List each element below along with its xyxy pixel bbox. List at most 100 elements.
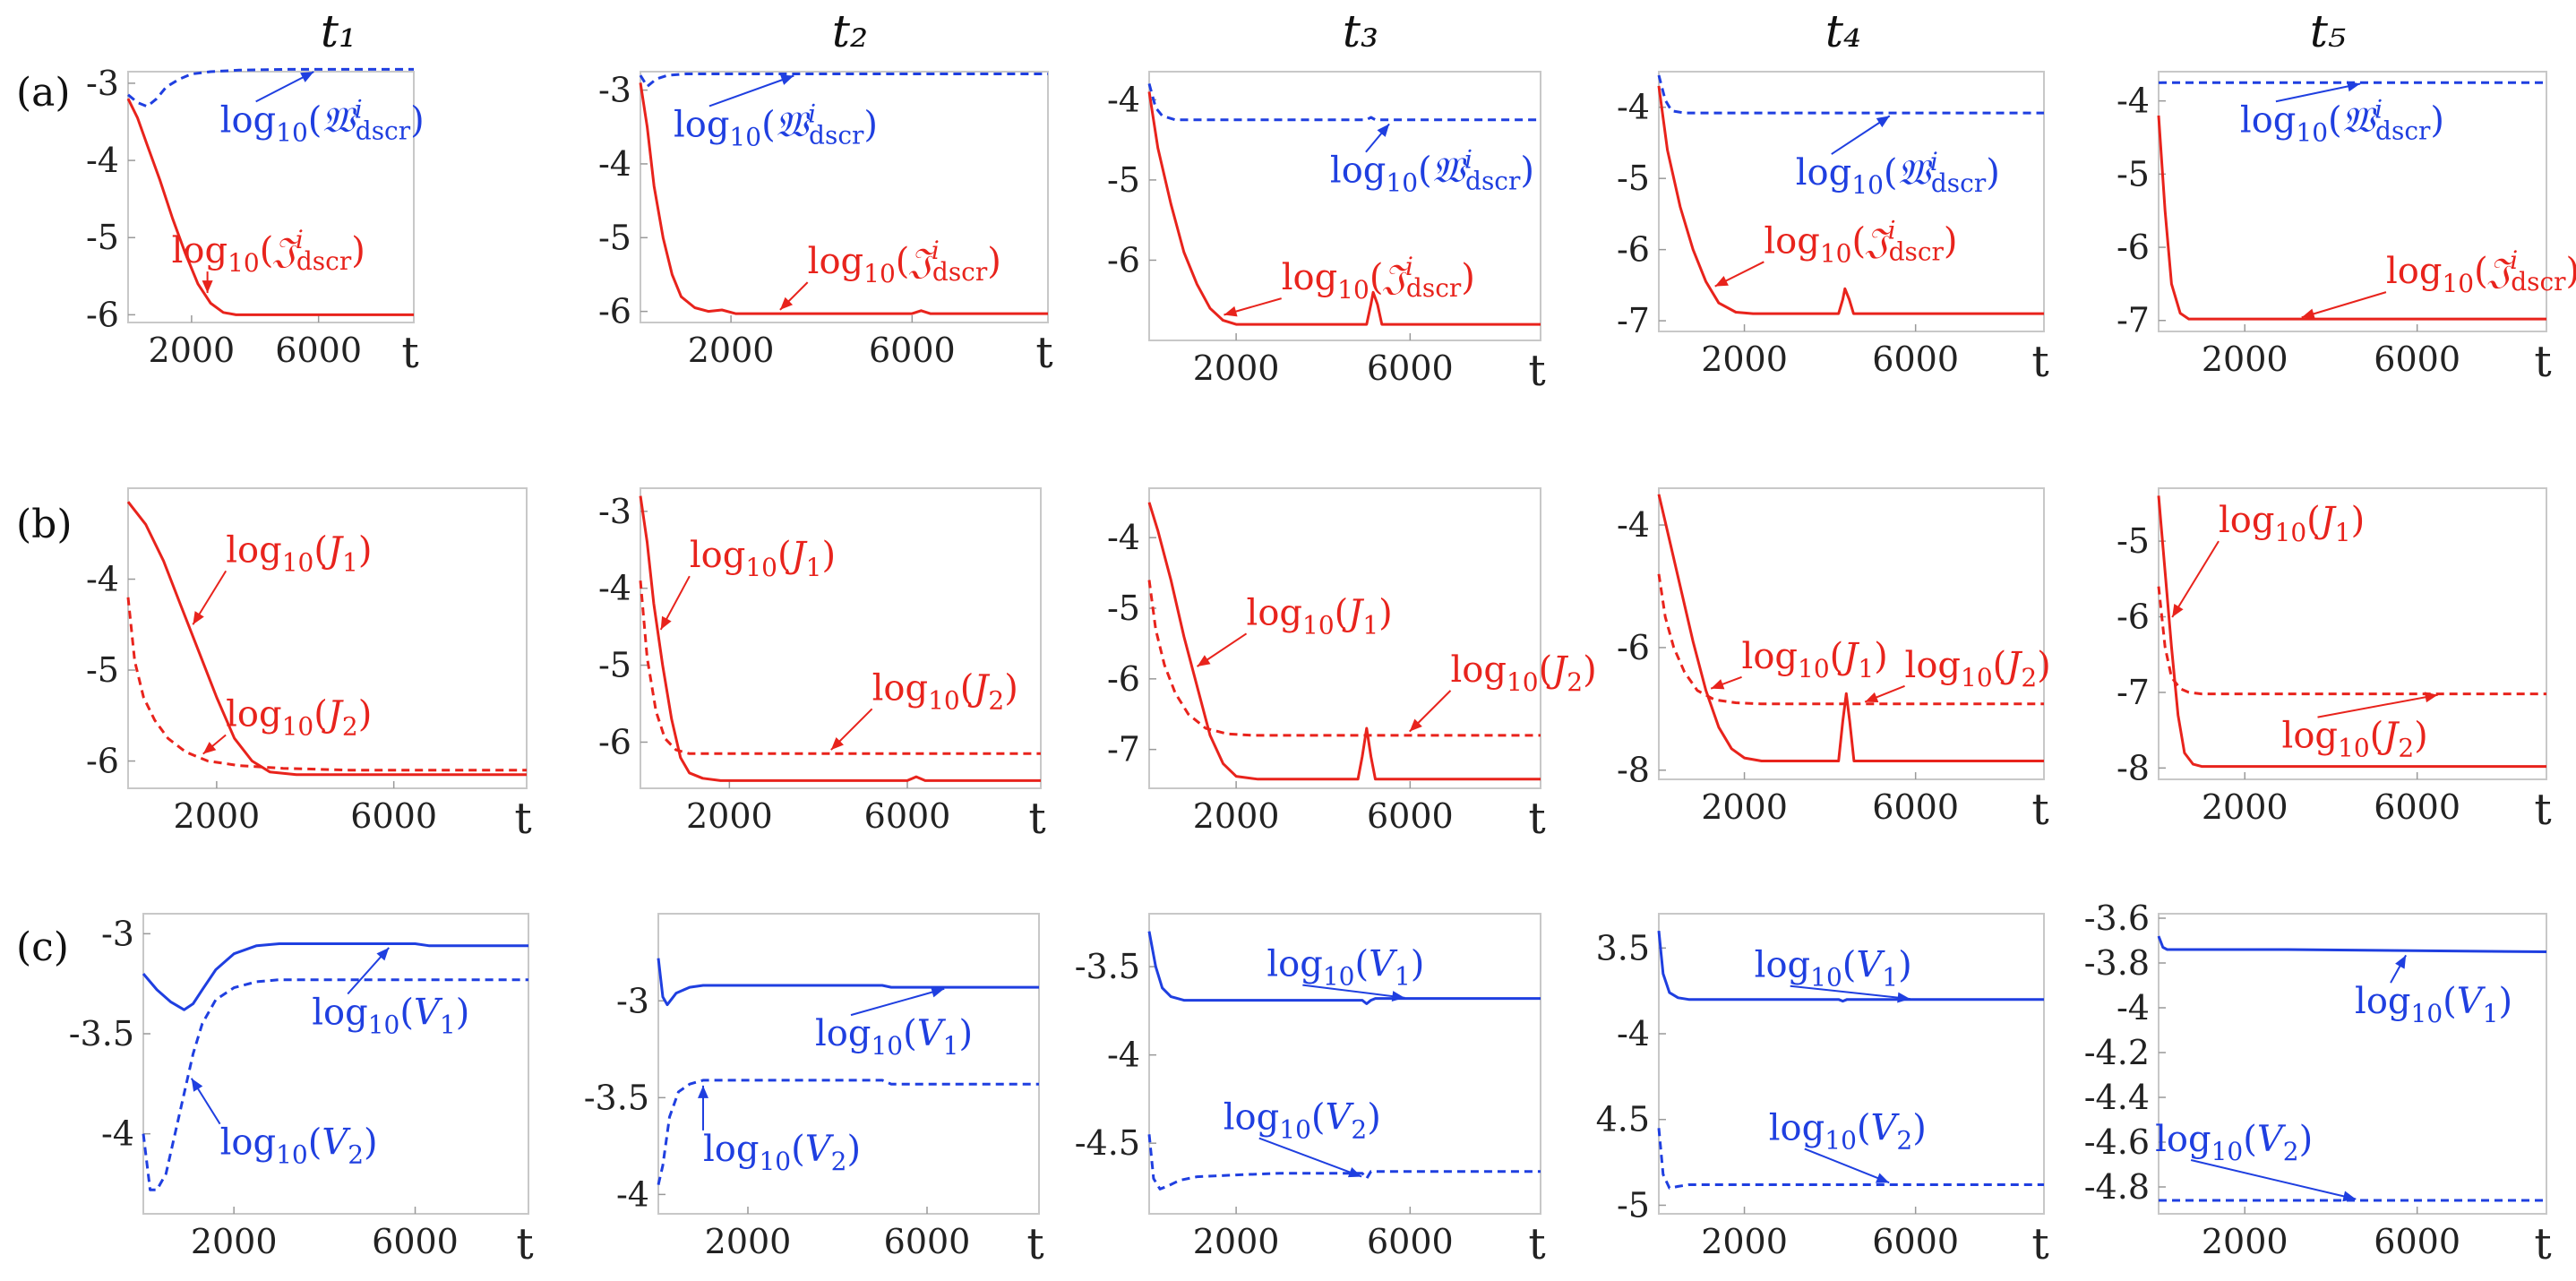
annotation-arrow [2171, 540, 2220, 618]
annotation-arrow [708, 74, 794, 107]
panel-a2: -3 -4 -5 -6 2000 6000 t log10(𝔚i dscr) log10(𝔍i ds… [598, 71, 1053, 378]
series-line-1 [1147, 1134, 1541, 1191]
y-tick-label: -8 [1617, 751, 1650, 790]
y-tick-label: -6 [2117, 598, 2150, 637]
annotation-label: log10(J2) [1450, 649, 1596, 697]
plot-frame [1148, 487, 1541, 789]
x-tick-label: 2000 [149, 331, 236, 370]
annotation-arrowhead [1714, 276, 1729, 287]
y-tick-label: -5 [1617, 159, 1650, 198]
x-tick-label: 6000 [1367, 348, 1454, 388]
annotation-arrowhead [2395, 955, 2407, 969]
x-tick-label: 2000 [1701, 340, 1788, 379]
series-line-1 [639, 580, 1041, 755]
annotation-arrowhead [1711, 679, 1725, 690]
annotation-arrow [2301, 291, 2387, 319]
y-tick-label: -4 [1617, 88, 1650, 127]
plot-frame [1658, 487, 2045, 780]
x-axis-label: t [1035, 328, 1052, 378]
row-label-b: (b) [16, 502, 73, 547]
plot-frame [2158, 71, 2547, 332]
y-tick-label: -7 [1617, 301, 1650, 340]
column-title-3: t₃ [1343, 5, 1378, 57]
x-axis-label: t [1026, 1219, 1043, 1269]
series-line-0 [1147, 502, 1541, 781]
x-tick-label: 6000 [1872, 787, 1959, 827]
annotation-label: log10(J2) [1905, 645, 2051, 692]
annotation-arrowhead [376, 947, 390, 961]
annotation-label: log10(V1) [1755, 945, 1912, 993]
annotation-label: log10(𝔚i dscr) [2240, 94, 2444, 147]
x-axis-label: t [2534, 337, 2551, 387]
series-line-0 [657, 958, 1039, 1007]
annotation-arrowhead [1347, 1166, 1362, 1178]
annotation-arrowhead [1875, 1173, 1890, 1183]
y-tick-label: -4 [86, 141, 119, 180]
annotation-label: log10(J1) [1742, 636, 1888, 683]
annotation-label: log10(J1) [690, 535, 836, 582]
y-tick-label: -6 [598, 722, 631, 761]
x-tick-label: 2000 [174, 796, 261, 836]
x-tick-label: 6000 [1872, 340, 1959, 379]
series-line-1 [1657, 1128, 2044, 1190]
series-line-1 [142, 978, 528, 1191]
annotation-label: log10(V1) [2355, 981, 2512, 1028]
annotation-label: log10(J1) [2219, 500, 2365, 547]
annotation-arrowhead [191, 1078, 203, 1092]
y-tick-label: -4.4 [2084, 1078, 2150, 1117]
annotation-arrowhead [1409, 718, 1422, 732]
y-tick-label: -3 [598, 492, 631, 531]
annotation-arrowhead [202, 280, 213, 294]
x-tick-label: 2000 [705, 1222, 792, 1261]
series-line-1 [1147, 91, 1541, 326]
plot-frame [1148, 913, 1541, 1215]
x-tick-label: 2000 [2202, 1222, 2288, 1261]
y-tick-label: -5 [1107, 589, 1140, 628]
y-tick-label: -4 [2117, 82, 2150, 121]
x-tick-label: 2000 [1193, 348, 1280, 388]
series-line-0 [639, 495, 1041, 782]
y-tick-label: -3 [616, 981, 649, 1020]
x-axis-label: t [401, 328, 418, 378]
annotation-arrowhead [1865, 692, 1879, 702]
annotation-label: log10(𝔚i dscr) [220, 94, 425, 147]
x-axis-label: t [514, 794, 531, 844]
column-title-4: t₄ [1825, 5, 1861, 57]
y-tick-label: -4 [1107, 80, 1140, 119]
row-labels: (a) (b) (c) [16, 70, 73, 970]
x-axis-label: t [1528, 346, 1545, 396]
annotation-label: log10(V2) [1224, 1097, 1381, 1145]
panels: -3 -4 -5 -6 2000 6000 t log10(𝔚i dscr) log10(𝔍i ds… [69, 64, 2576, 1269]
y-tick-label: -5 [598, 218, 631, 257]
y-tick-label: -4.6 [2084, 1122, 2150, 1162]
column-title-1: t₁ [321, 5, 356, 57]
y-tick-label: -3.5 [69, 1014, 134, 1053]
annotation-arrowhead [2424, 692, 2438, 703]
annotation-label: log10(V2) [220, 1122, 378, 1170]
annotation-arrow [1804, 1148, 1890, 1184]
x-axis-label: t [1528, 1219, 1545, 1269]
y-tick-label: -6 [2117, 228, 2150, 267]
annotation-label: log10(V1) [815, 1013, 973, 1061]
x-axis-label: t [2031, 785, 2048, 835]
series-line-0 [639, 73, 1048, 88]
x-axis-label: t [1528, 794, 1545, 844]
plot-frame [2158, 487, 2547, 780]
series-line-1 [2157, 115, 2546, 321]
y-tick-label: -6 [1617, 628, 1650, 667]
x-axis-label: t [2534, 785, 2551, 835]
x-tick-label: 2000 [686, 796, 773, 836]
annotation-arrow [850, 987, 945, 1017]
y-tick-label: -4.2 [2084, 1033, 2150, 1072]
y-tick-label: -4 [1617, 1014, 1650, 1053]
x-tick-label: 6000 [1872, 1222, 1959, 1261]
panel-b3: -4 -5 -6 -7 2000 6000 t log10(J1) log10(J2) [1107, 487, 1597, 844]
y-tick-label: -7 [2117, 673, 2150, 712]
annotation-label: log10(𝔚i dscr) [674, 99, 878, 151]
x-tick-label: 6000 [864, 796, 951, 836]
annotation-arrow [2190, 1159, 2357, 1200]
